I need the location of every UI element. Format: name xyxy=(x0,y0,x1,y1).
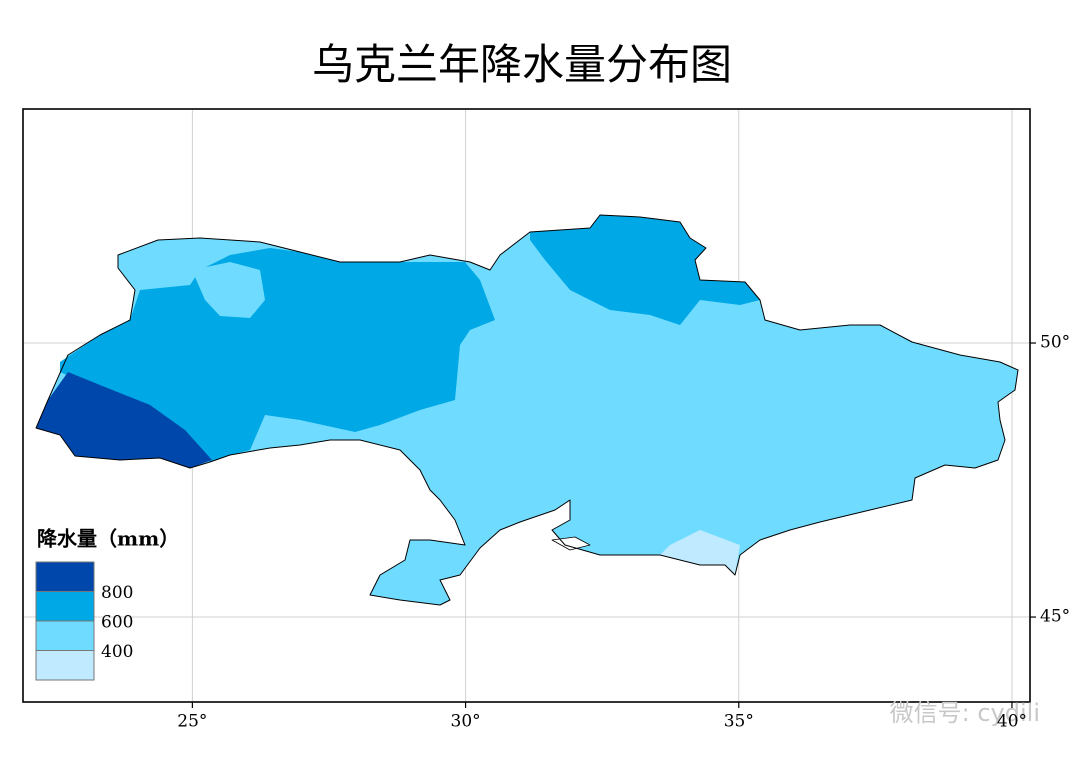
region-600-800-east xyxy=(530,215,760,325)
country-border xyxy=(35,214,1019,606)
legend-swatch xyxy=(35,650,95,681)
legend-label: 600 xyxy=(101,613,133,633)
legend-swatch xyxy=(35,561,95,592)
legend-swatch xyxy=(35,591,95,622)
x-tick-label: 35° xyxy=(724,712,754,732)
y-tick-label: 50° xyxy=(1040,333,1070,353)
x-tick-label: 30° xyxy=(451,712,481,732)
plot-frame xyxy=(22,108,1031,703)
x-tick-label: 25° xyxy=(177,712,207,732)
legend: 800 600 400 xyxy=(35,561,133,681)
ukraine-map xyxy=(35,214,1019,606)
legend-label: 800 xyxy=(101,583,133,603)
legend-title: 降水量（mm） xyxy=(37,527,179,551)
y-tick-label: 45° xyxy=(1040,607,1070,627)
map-title: 乌克兰年降水量分布图 xyxy=(312,40,732,89)
watermark: 微信号: cydili xyxy=(890,699,1040,727)
region-600-800-west xyxy=(60,248,495,462)
x-tick-label: 40° xyxy=(997,712,1027,732)
legend-swatch xyxy=(35,620,95,651)
region-400-600-patch xyxy=(192,262,265,318)
region-below-400 xyxy=(660,530,740,575)
legend-label: 400 xyxy=(101,642,133,662)
region-800-plus xyxy=(36,372,212,468)
